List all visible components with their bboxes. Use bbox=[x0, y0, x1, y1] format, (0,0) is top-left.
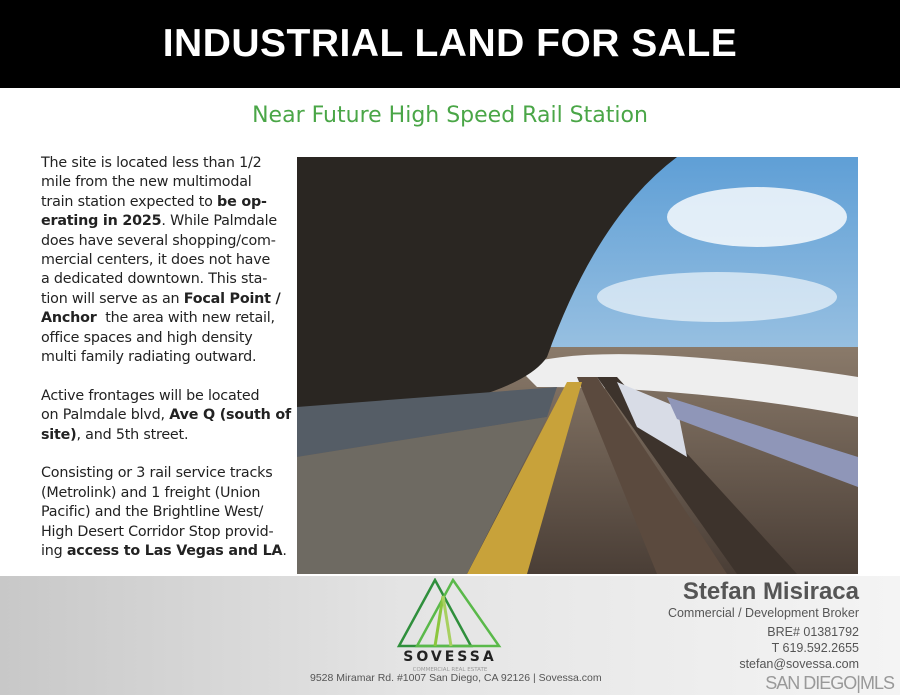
page-title: INDUSTRIAL LAND FOR SALE bbox=[162, 22, 738, 65]
body-text-segment: Consisting or 3 rail service tracks bbox=[41, 465, 273, 482]
san-diego-mls-watermark: SAN DIEGO|MLS bbox=[765, 673, 895, 693]
body-text-segment: High Desert Corridor Stop provid- bbox=[41, 523, 274, 540]
body-text-segment: ing bbox=[41, 543, 67, 560]
body-text-segment: mile from the new multimodal bbox=[41, 174, 252, 191]
body-text-segment: (Metrolink) and 1 freight (Union bbox=[41, 484, 261, 501]
description-paragraph: Consisting or 3 rail service tracks (Metr… bbox=[41, 464, 291, 561]
title-banner: INDUSTRIAL LAND FOR SALE bbox=[0, 0, 900, 88]
description-paragraph: Active frontages will be located on Palmd… bbox=[41, 387, 291, 445]
body-text-segment: office spaces and high density bbox=[41, 329, 253, 346]
body-text-segment: train station expected to bbox=[41, 193, 218, 210]
body-text-segment: tion will serve as an bbox=[41, 290, 184, 307]
broker-phone[interactable]: T 619.592.2655 bbox=[771, 641, 859, 655]
broker-contact: Stefan Misiraca Commercial / Development… bbox=[668, 579, 859, 672]
subtitle: Near Future High Speed Rail Station bbox=[252, 103, 648, 128]
highlight-text: access to Las Vegas and LA bbox=[66, 543, 283, 560]
sovessa-logo: SOVESSA COMMERCIAL REAL ESTATE bbox=[395, 577, 505, 674]
rail-station-rendering bbox=[297, 157, 858, 574]
broker-role: Commercial / Development Broker bbox=[667, 606, 859, 620]
body-text-segment: . While Palmdale bbox=[161, 213, 277, 230]
body-text-segment: does have several shopping/com- bbox=[41, 232, 276, 249]
highlight-text: Focal Point / bbox=[183, 290, 281, 307]
logo-wordmark: SOVESSA bbox=[403, 649, 496, 665]
highlight-text: Ave Q (south of bbox=[169, 407, 291, 424]
description-text: The site is located less than 1/2 mile fr… bbox=[41, 154, 291, 581]
highlight-text: site) bbox=[41, 426, 77, 443]
body-text-segment: a dedicated downtown. This sta- bbox=[41, 271, 268, 288]
broker-email[interactable]: stefan@sovessa.com bbox=[739, 657, 859, 671]
body-text-segment: Active frontages will be located bbox=[41, 387, 260, 404]
highlight-text: erating in 2025 bbox=[41, 213, 162, 230]
body-text-segment: . bbox=[282, 543, 287, 560]
logo-tagline: COMMERCIAL REAL ESTATE bbox=[413, 667, 488, 673]
body-text-segment: the area with new retail, bbox=[96, 310, 275, 327]
body-text-segment: mercial centers, it does not have bbox=[41, 252, 271, 269]
body-text-segment: The site is located less than 1/2 bbox=[41, 155, 262, 171]
highlight-text: Anchor bbox=[41, 310, 97, 327]
broker-license: BRE# 01381792 bbox=[767, 625, 859, 639]
highlight-text: be op- bbox=[217, 193, 267, 210]
office-address: 9528 Miramar Rd. #1007 San Diego, CA 921… bbox=[310, 672, 602, 684]
body-text-segment: , and 5th street. bbox=[76, 426, 189, 443]
body-text-segment: Pacific) and the Brightline West/ bbox=[41, 504, 264, 521]
description-paragraph: The site is located less than 1/2 mile fr… bbox=[41, 154, 291, 367]
broker-name: Stefan Misiraca bbox=[682, 578, 859, 605]
body-text-segment: multi family radiating outward. bbox=[41, 349, 257, 366]
body-text-segment: on Palmdale blvd, bbox=[41, 407, 170, 424]
